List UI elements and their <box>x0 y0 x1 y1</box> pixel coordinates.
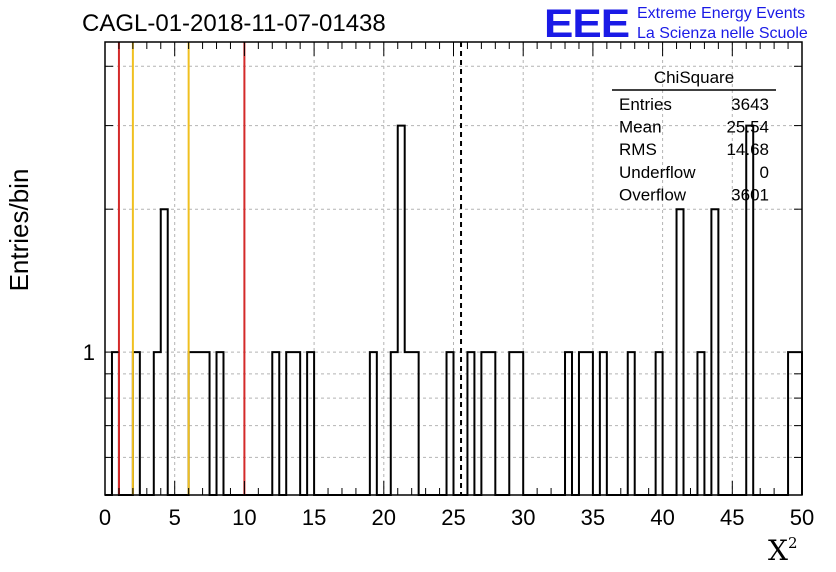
stats-label: Underflow <box>619 163 696 182</box>
x-axis-label-superscript: 2 <box>787 534 798 552</box>
x-tick-label: 5 <box>169 505 181 530</box>
logo-line-1: Extreme Energy Events <box>637 5 806 22</box>
x-tick-label: 10 <box>232 505 256 530</box>
stats-value: 25.54 <box>726 118 769 137</box>
stats-title: ChiSquare <box>654 68 734 87</box>
stats-label: Entries <box>619 95 672 114</box>
x-tick-label: 20 <box>372 505 396 530</box>
x-tick-label: 45 <box>720 505 744 530</box>
x-tick-label: 30 <box>511 505 535 530</box>
x-tick-label: 50 <box>790 505 814 530</box>
stats-label: Overflow <box>619 185 687 204</box>
x-tick-label: 35 <box>581 505 605 530</box>
x-tick-label: 15 <box>302 505 326 530</box>
stats-value: 3643 <box>731 95 769 114</box>
x-axis-label: X2 <box>768 534 797 567</box>
x-axis-label-base: X <box>768 534 788 567</box>
y-tick-label: 1 <box>83 340 95 365</box>
stats-label: Mean <box>619 118 662 137</box>
stats-value: 0 <box>760 163 769 182</box>
stats-value: 14.68 <box>726 140 769 159</box>
chart-title: CAGL-01-2018-11-07-01438 <box>82 10 386 37</box>
x-tick-label: 0 <box>99 505 111 530</box>
stats-value: 3601 <box>731 185 769 204</box>
logo-line-2: La Scienza nelle Scuole <box>637 25 808 42</box>
stats-label: RMS <box>619 140 657 159</box>
x-tick-label: 40 <box>650 505 674 530</box>
x-tick-label: 25 <box>441 505 465 530</box>
logo-mark: EEE <box>544 2 630 47</box>
